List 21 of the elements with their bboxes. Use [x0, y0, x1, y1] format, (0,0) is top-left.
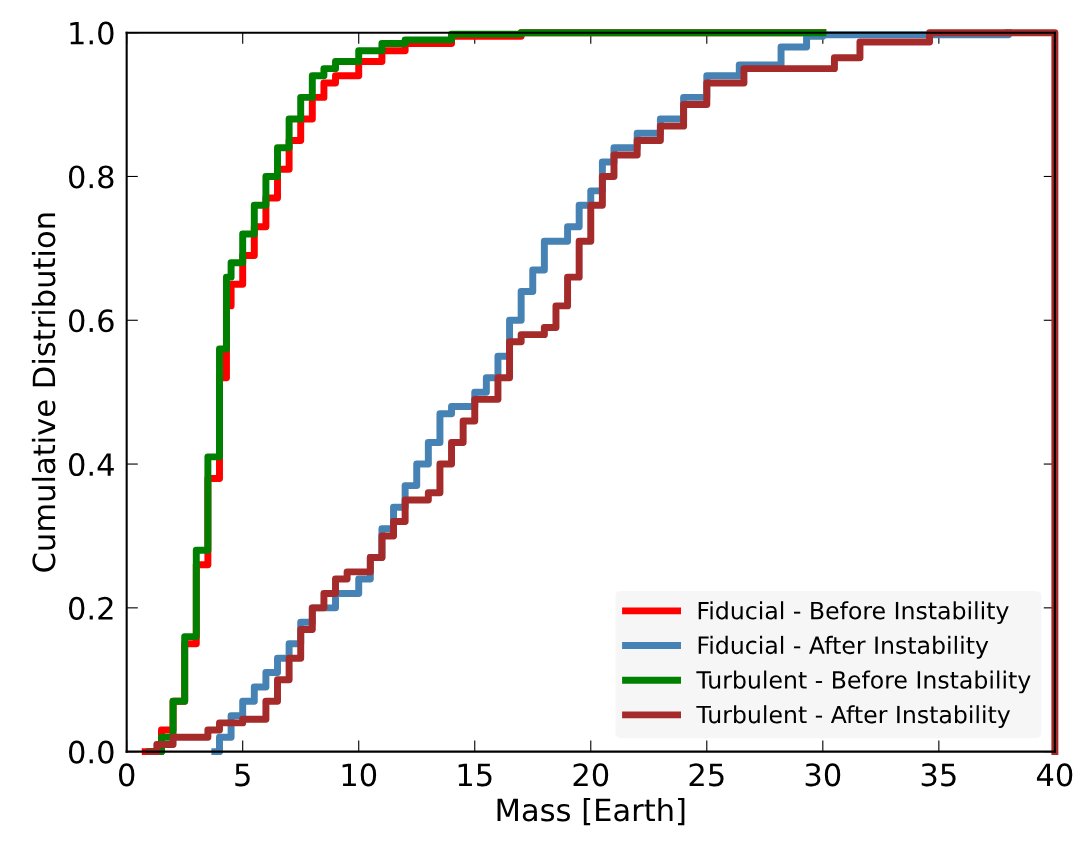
x-tick-label: 10	[342, 763, 377, 787]
y-tick-label: 0.4	[68, 452, 114, 477]
y-tick-label: 0.6	[68, 309, 114, 333]
x-tick-label: 0	[118, 763, 135, 787]
y-tick-label: 0.0	[68, 740, 114, 764]
legend-label: Fiducial - After Instability	[698, 635, 989, 659]
x-tick-label: 25	[689, 763, 724, 787]
x-tick-label: 20	[573, 763, 609, 787]
x-tick-label: 5	[235, 763, 250, 787]
y-axis-title: Cumulative Distribution	[31, 213, 56, 572]
x-tick-label: 40	[1036, 763, 1073, 787]
legend-label: Fiducial - Before Instability	[698, 601, 1009, 625]
y-tick-label: 0.8	[68, 165, 114, 189]
y-tick-label: 1.0	[70, 21, 114, 45]
y-tick-label: 0.2	[68, 596, 113, 620]
x-tick-label: 30	[805, 763, 841, 787]
x-tick-label: 35	[921, 763, 956, 787]
legend-label: Turbulent - After Instability	[696, 705, 1011, 729]
legend-label: Turbulent - Before Instability	[696, 670, 1031, 694]
x-tick-label: 15	[458, 763, 492, 787]
x-axis-title: Mass [Earth]	[497, 797, 685, 826]
